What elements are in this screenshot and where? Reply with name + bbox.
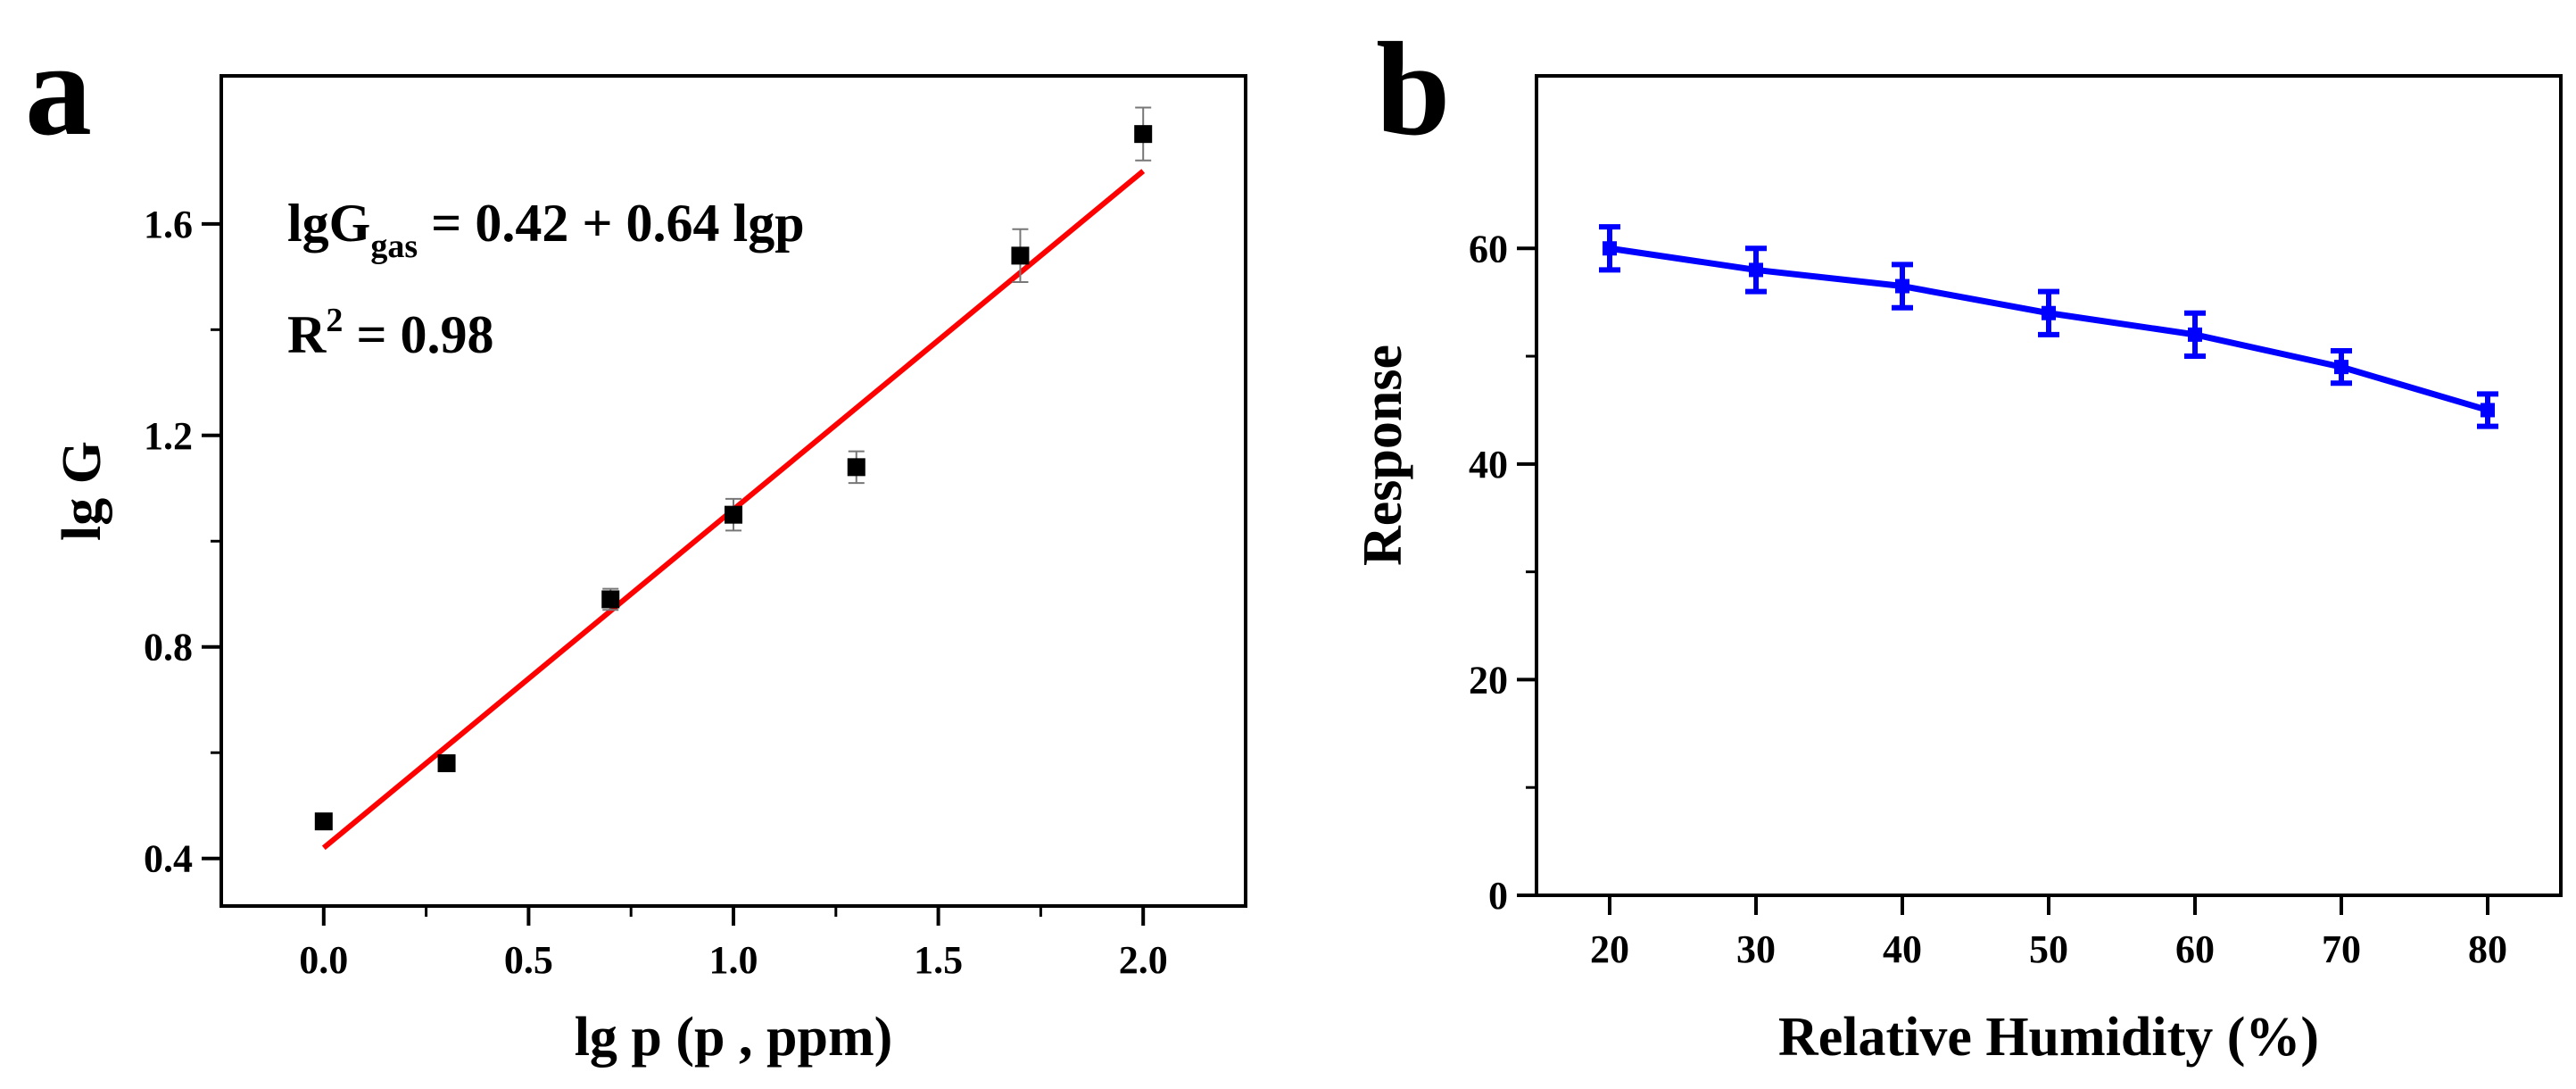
x-tick-label: 70: [2322, 927, 2361, 971]
y-tick-label: 20: [1469, 658, 1508, 702]
data-point: [2042, 305, 2056, 320]
x-tick-label: 50: [2029, 927, 2068, 971]
chart-a-ylabel: lg G: [52, 441, 112, 541]
data-point: [437, 754, 456, 773]
x-tick-label: 40: [1883, 927, 1922, 971]
chart-a-r-squared: R2 = 0.98: [287, 302, 494, 364]
data-point: [2188, 327, 2202, 342]
data-point: [2481, 403, 2495, 418]
r2-rest: = 0.98: [343, 305, 493, 364]
y-tick-label: 0.8: [144, 626, 193, 669]
y-tick-label: 1.6: [144, 203, 193, 246]
x-tick-label: 0.5: [504, 938, 553, 982]
x-tick-label: 2.0: [1119, 938, 1168, 982]
chart-b-frame: [1535, 74, 2563, 897]
data-point: [314, 812, 333, 831]
data-point: [725, 505, 742, 524]
y-tick-label: 0.4: [144, 837, 193, 881]
data-point: [1603, 241, 1617, 256]
y-tick-label: 60: [1469, 227, 1508, 270]
x-tick-label: 60: [2175, 927, 2215, 971]
x-tick-label: 0.0: [299, 938, 348, 982]
equation-subscript: gas: [370, 228, 418, 265]
r2-prefix: R: [287, 305, 327, 364]
data-point: [1011, 246, 1030, 265]
equation-rest: = 0.42 + 0.64 lgp: [418, 194, 804, 253]
data-point: [2334, 360, 2348, 375]
x-tick-label: 1.5: [914, 938, 963, 982]
equation-main: lgG: [287, 194, 370, 253]
data-point: [847, 458, 866, 477]
chart-a-xlabel: lg p (p , ppm): [575, 1007, 893, 1068]
panel-a-letter: a: [25, 15, 92, 163]
chart-a-annotations: lgGgas = 0.42 + 0.64 lgp R2 = 0.98: [287, 194, 805, 364]
data-point: [601, 590, 620, 609]
chart-b-xlabel: Relative Humidity (%): [1778, 1007, 2319, 1068]
chart-a: lgGgas = 0.42 + 0.64 lgp R2 = 0.98 lg p …: [52, 74, 1247, 1068]
panel-b-letter: b: [1376, 15, 1450, 163]
r2-superscript: 2: [326, 302, 343, 339]
chart-b-ylabel: Response: [1353, 345, 1413, 566]
data-point: [1749, 262, 1763, 278]
x-tick-label: 1.0: [709, 938, 758, 982]
data-point: [1895, 278, 1909, 294]
y-tick-label: 0: [1488, 874, 1508, 918]
x-tick-label: 20: [1590, 927, 1629, 971]
y-tick-label: 40: [1469, 443, 1508, 486]
x-tick-label: 80: [2468, 927, 2507, 971]
y-tick-label: 1.2: [144, 414, 193, 458]
chart-b: Relative Humidity (%) Response 20 30 40 50 6…: [1353, 74, 2563, 1068]
x-tick-label: 30: [1736, 927, 1776, 971]
chart-a-equation: lgGgas = 0.42 + 0.64 lgp: [287, 194, 805, 265]
data-point: [1134, 125, 1153, 144]
